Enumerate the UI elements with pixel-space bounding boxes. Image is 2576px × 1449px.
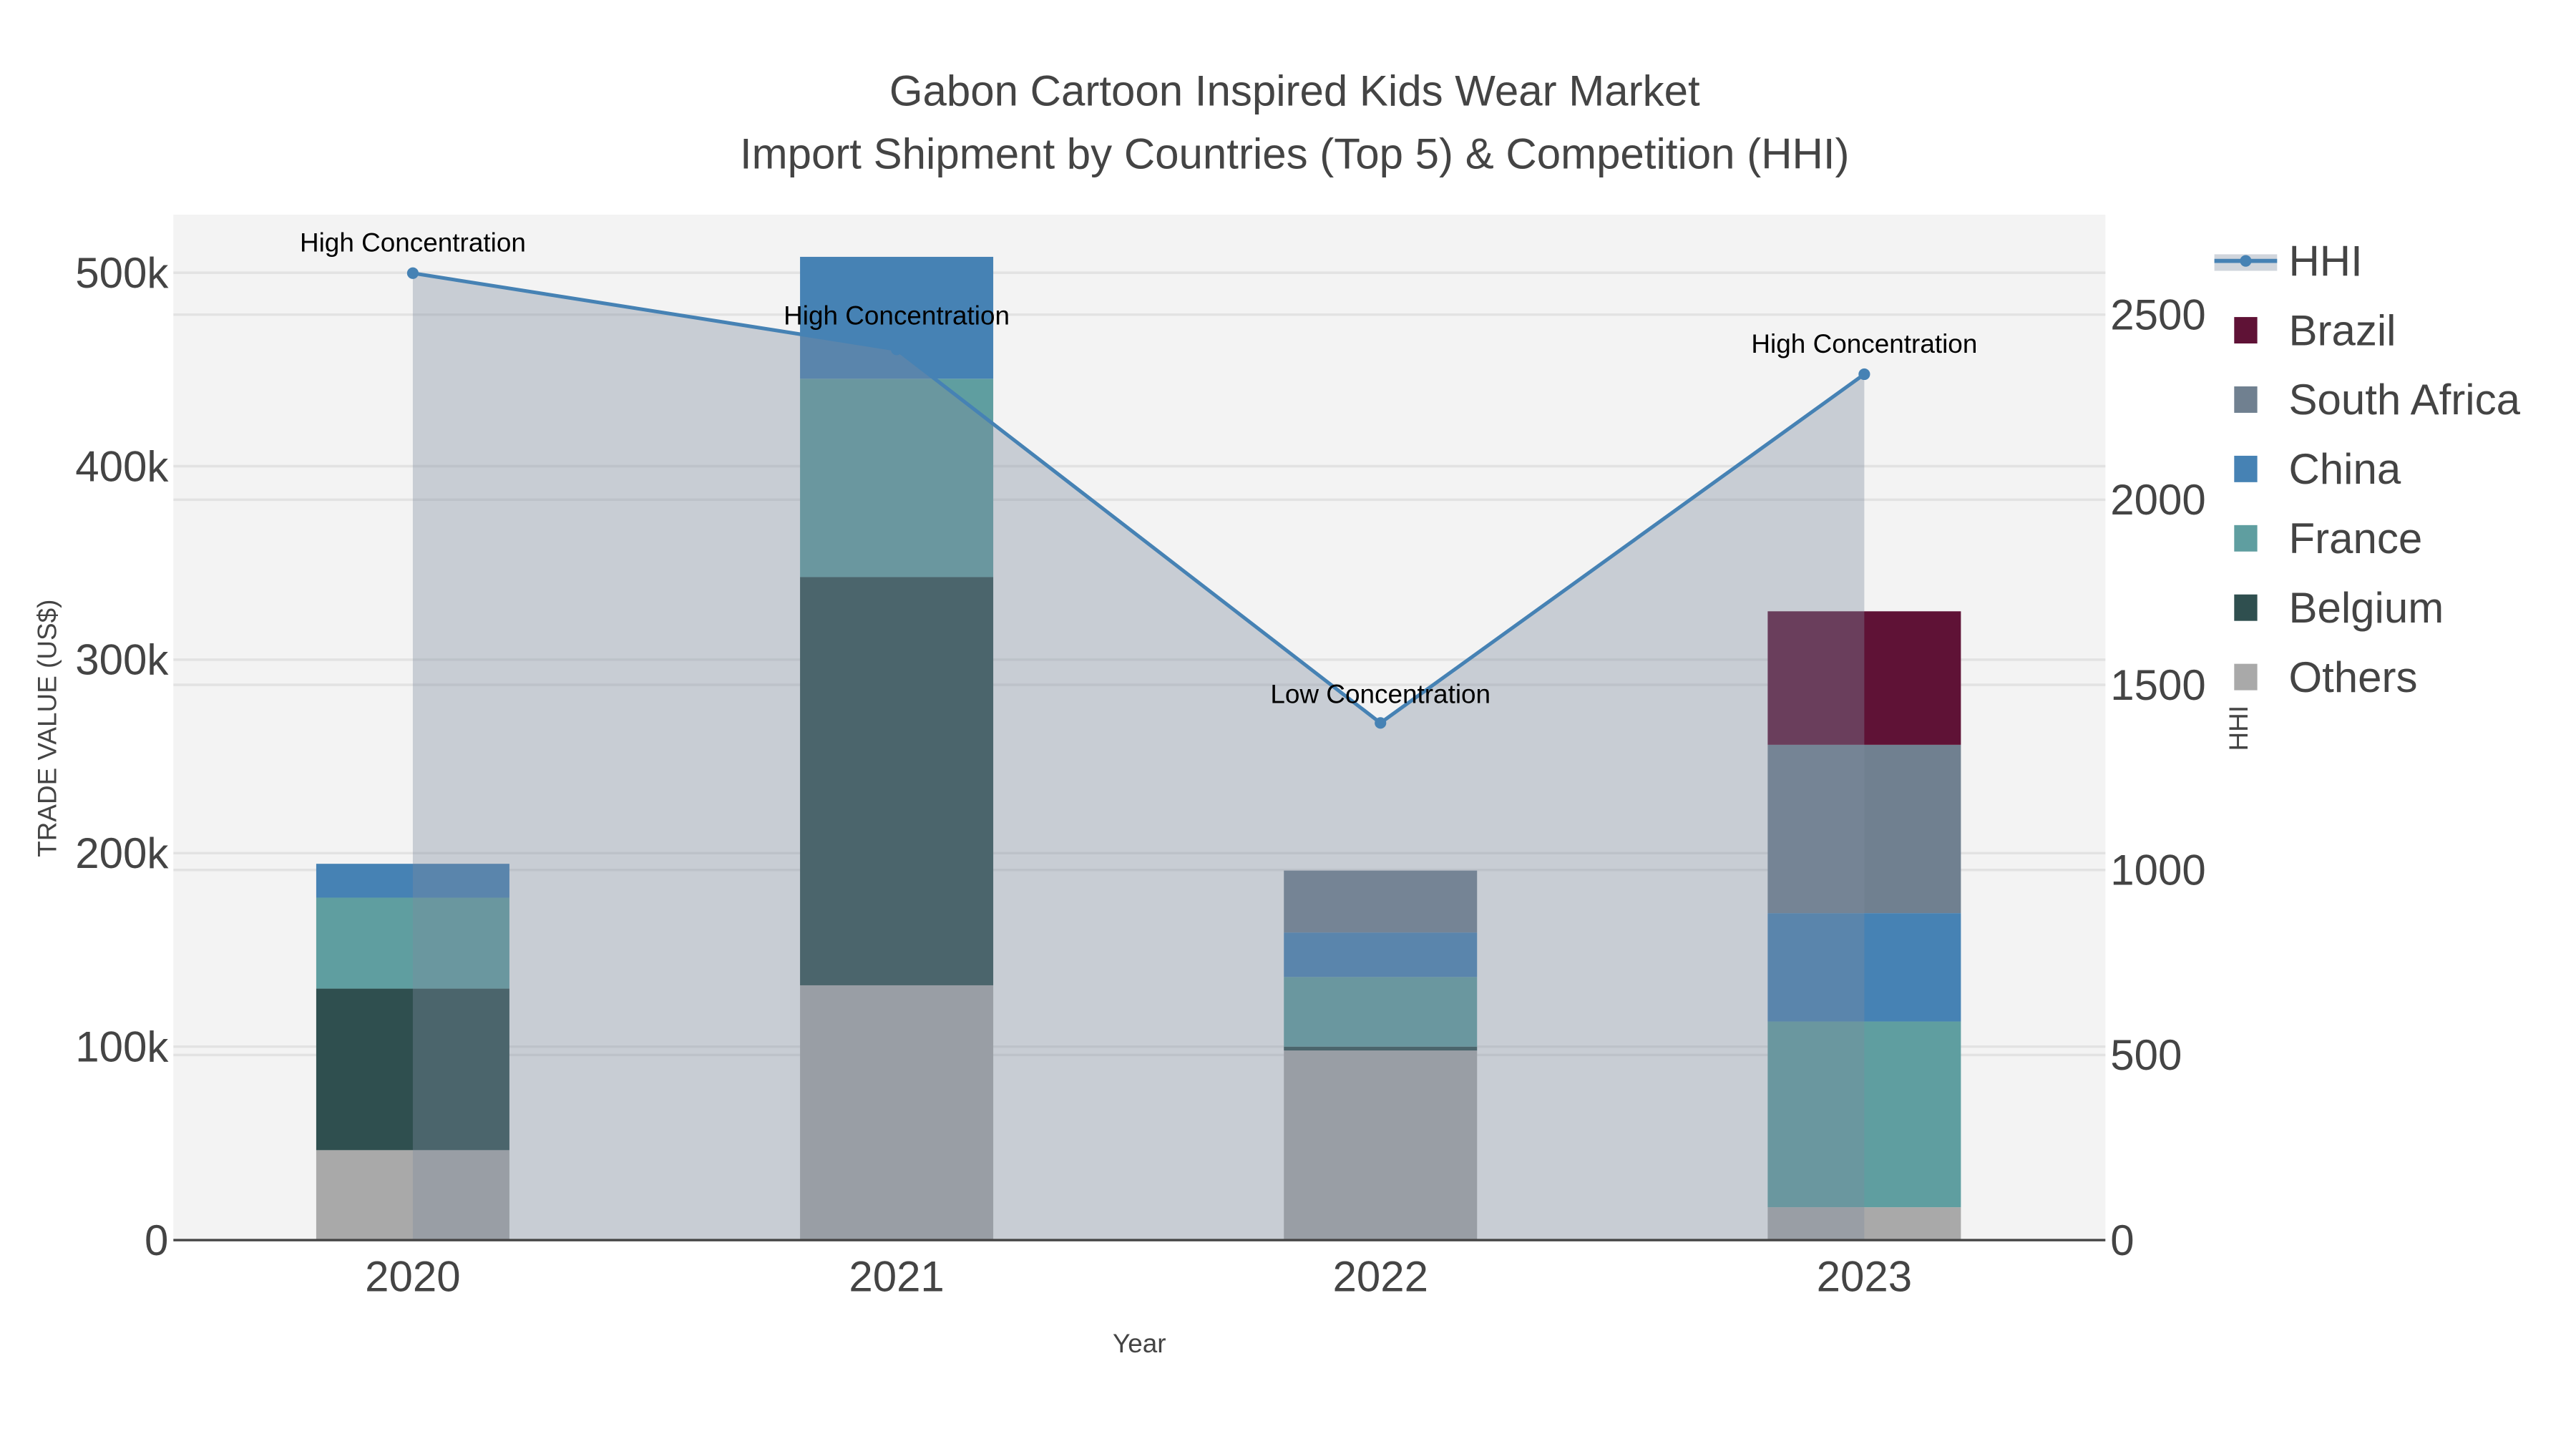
bar-china-2021 bbox=[800, 256, 994, 379]
annotation-label: Low Concentration bbox=[1270, 680, 1491, 709]
legend-label: France bbox=[2288, 514, 2422, 562]
bar-others-2023 bbox=[1767, 1207, 1961, 1241]
bar-france-2020 bbox=[316, 897, 509, 989]
legend-swatch-hhi-marker bbox=[2240, 255, 2252, 267]
hhi-area bbox=[412, 273, 1865, 1241]
y-tick-label: 400k bbox=[75, 442, 169, 490]
y-axis-title: TRADE VALUE (US$) bbox=[32, 600, 62, 857]
annotation-label: High Concentration bbox=[300, 228, 526, 258]
x-tick-label: 2020 bbox=[365, 1253, 460, 1301]
bar-south-africa-2023 bbox=[1767, 744, 1961, 914]
legend-label: Others bbox=[2288, 653, 2417, 701]
bar-china-2022 bbox=[1284, 932, 1478, 977]
annotation-label: High Concentration bbox=[784, 301, 1010, 331]
y-tick-label: 500k bbox=[75, 249, 169, 297]
y2-tick-label: 2000 bbox=[2110, 476, 2205, 524]
y2-tick-label: 1500 bbox=[2110, 661, 2205, 709]
axis-ticks: 0 100k 200k 300k 400k 500k 0 500 1000 1500 2000 250… bbox=[75, 249, 2205, 1301]
bar-belgium-2020 bbox=[316, 988, 509, 1151]
hhi-marker bbox=[406, 267, 419, 279]
legend-label: South Africa bbox=[2288, 376, 2520, 424]
bar-others-2020 bbox=[316, 1150, 509, 1241]
y-tick-label: 100k bbox=[75, 1023, 169, 1070]
bar-china-2023 bbox=[1767, 913, 1961, 1022]
bar-france-2021 bbox=[800, 379, 994, 577]
bar-france-2022 bbox=[1284, 977, 1478, 1047]
x-tick-label: 2022 bbox=[1332, 1253, 1428, 1301]
bar-france-2023 bbox=[1767, 1021, 1961, 1208]
x-tick-label: 2023 bbox=[1817, 1253, 1912, 1301]
legend-swatch-others bbox=[2234, 663, 2258, 691]
bar-china-2020 bbox=[316, 864, 509, 898]
bars bbox=[316, 256, 1961, 1241]
bar-others-2021 bbox=[800, 985, 994, 1241]
bar-others-2022 bbox=[1284, 1050, 1478, 1241]
bar-south-africa-2022 bbox=[1284, 870, 1478, 933]
legend-label: Belgium bbox=[2288, 584, 2444, 632]
bar-belgium-2022 bbox=[1284, 1046, 1478, 1051]
chart-title-line1: Gabon Cartoon Inspired Kids Wear Market bbox=[889, 67, 1700, 115]
legend: HHI Brazil South Africa China France Belgium O… bbox=[2209, 223, 2576, 711]
legend-swatch-south-africa bbox=[2234, 386, 2258, 413]
legend-swatch-china bbox=[2234, 455, 2258, 482]
legend-swatch-france bbox=[2234, 525, 2258, 552]
hhi-line bbox=[412, 271, 1865, 726]
hhi-marker bbox=[1858, 368, 1870, 381]
legend-swatch-belgium bbox=[2234, 594, 2258, 621]
annotation-label: High Concentration bbox=[1751, 329, 1977, 358]
y-tick-label: 0 bbox=[145, 1216, 168, 1264]
hhi-marker bbox=[1375, 717, 1387, 729]
legend-label: HHI bbox=[2288, 237, 2362, 285]
legend-swatch-brazil bbox=[2234, 317, 2258, 343]
legend-label: Brazil bbox=[2288, 306, 2396, 354]
legend-label: China bbox=[2288, 445, 2401, 493]
y2-tick-label: 0 bbox=[2110, 1216, 2134, 1264]
x-axis-title: Year bbox=[1113, 1329, 1166, 1358]
x-tick-label: 2021 bbox=[849, 1253, 944, 1301]
y-tick-label: 300k bbox=[75, 636, 169, 684]
bar-brazil-2023 bbox=[1767, 611, 1961, 745]
y2-tick-label: 2500 bbox=[2110, 291, 2205, 338]
y2-tick-label: 500 bbox=[2110, 1031, 2182, 1079]
y-tick-label: 200k bbox=[75, 829, 169, 877]
legend-background bbox=[2209, 223, 2576, 711]
y2-axis-title: HHI bbox=[2224, 706, 2253, 751]
bar-belgium-2021 bbox=[800, 577, 994, 985]
hhi-series: High Concentration High Concentration Low … bbox=[300, 228, 1977, 1241]
y2-tick-label: 1000 bbox=[2110, 846, 2205, 894]
hhi-marker bbox=[891, 343, 903, 356]
chart-title-line2: Import Shipment by Countries (Top 5) & C… bbox=[740, 130, 1850, 177]
